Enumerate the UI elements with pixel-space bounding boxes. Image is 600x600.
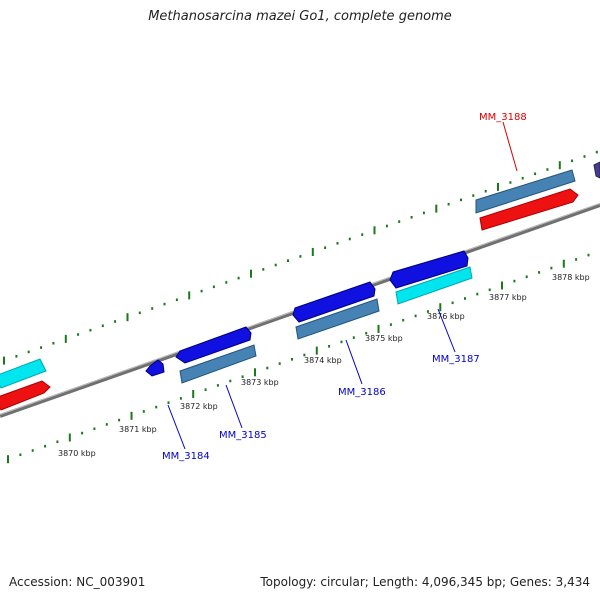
scale-label: 3877 kbp	[489, 293, 527, 302]
tick-row-upper	[3, 150, 598, 365]
gene-arrow-mm3184[interactable]	[145, 359, 165, 377]
label-connectors	[167, 121, 518, 450]
gene-arrow-mm3187[interactable]	[395, 266, 473, 305]
accession-text: Accession: NC_003901	[9, 575, 146, 589]
tick-row-lower	[7, 253, 590, 464]
gene-arrow-cyan-left[interactable]	[0, 358, 47, 389]
scale-labels: 3870 kbp 3871 kbp 3872 kbp 3873 kbp 3874…	[58, 273, 590, 458]
scale-label: 3875 kbp	[365, 334, 403, 343]
gene-labels: MM_3184 MM_3185 MM_3186 MM_3187 MM_3188	[162, 112, 527, 462]
scale-label: 3872 kbp	[180, 402, 218, 411]
gene-arrow-mm3186[interactable]	[295, 298, 380, 340]
genome-summary: Topology: circular; Length: 4,096,345 bp…	[260, 575, 590, 589]
gene-arrow-blue-1[interactable]	[175, 326, 252, 364]
gene-arrow-mm3185[interactable]	[179, 344, 257, 384]
gene-arrow-slate-right[interactable]	[593, 161, 600, 179]
gene-label-mm3187[interactable]: MM_3187	[432, 354, 480, 365]
gene-label-mm3186[interactable]: MM_3186	[338, 387, 386, 398]
gene-arrow-blue-3[interactable]	[389, 250, 469, 289]
gene-arrow-red-left[interactable]	[0, 380, 51, 411]
gene-features	[0, 161, 600, 411]
gene-label-mm3184[interactable]: MM_3184	[162, 451, 210, 462]
scale-label: 3873 kbp	[241, 378, 279, 387]
gene-arrow-blue-2[interactable]	[292, 281, 376, 323]
scale-label: 3874 kbp	[304, 356, 342, 365]
scale-label: 3871 kbp	[119, 425, 157, 434]
scale-label: 3878 kbp	[552, 273, 590, 282]
gene-arrow-mm3188[interactable]	[479, 188, 579, 231]
gene-label-mm3188[interactable]: MM_3188	[479, 112, 527, 123]
scale-label: 3876 kbp	[427, 312, 465, 321]
gene-arrow-steel-4[interactable]	[475, 169, 576, 214]
map-title: Methanosarcina mazei Go1, complete genom…	[148, 9, 452, 24]
gene-label-mm3185[interactable]: MM_3185	[219, 430, 267, 441]
scale-label: 3870 kbp	[58, 449, 96, 458]
